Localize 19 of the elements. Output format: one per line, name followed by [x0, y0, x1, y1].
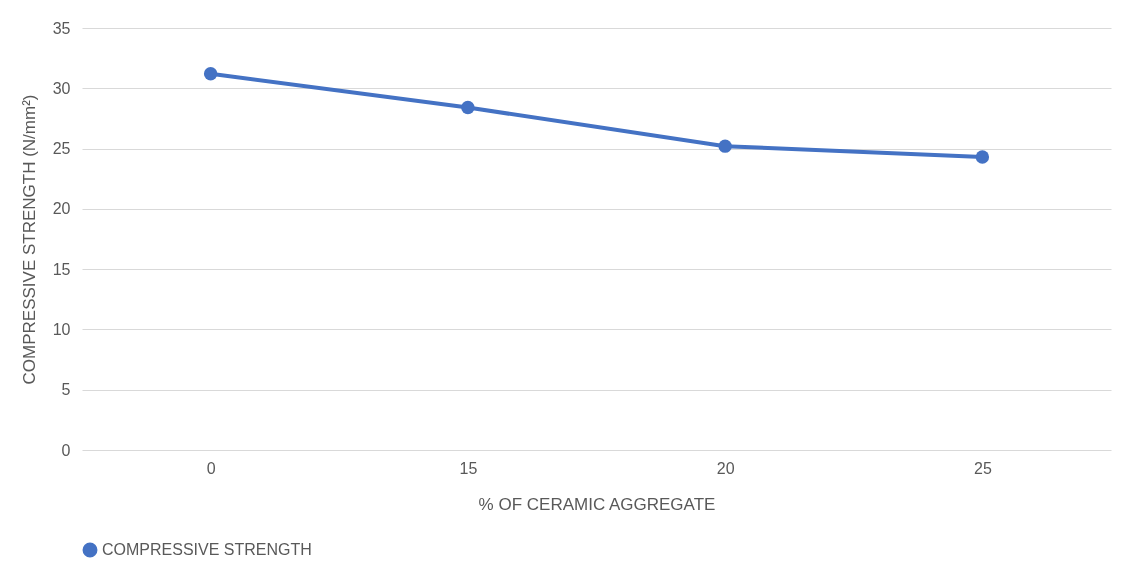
y-tick-label: 0 [61, 441, 71, 459]
y-tick-label: 10 [52, 320, 71, 338]
legend-label: COMPRESSIVE STRENGTH [102, 541, 312, 558]
y-axis-title: COMPRESSIVE STRENGTH (N/mm²) [19, 94, 39, 385]
y-tick-label: 30 [52, 79, 71, 97]
y-tick-label: 20 [52, 200, 71, 218]
x-tick-label: 0 [206, 459, 216, 477]
y-tick-label: 15 [52, 260, 71, 278]
point [203, 67, 218, 81]
point [461, 100, 475, 115]
x-tick-label: 15 [459, 459, 478, 477]
point [718, 139, 732, 153]
point [975, 150, 990, 164]
x-tick-label: 20 [716, 459, 735, 477]
y-tick-label: 25 [52, 140, 71, 158]
x-axis-title: % OF CERAMIC AGGREGATE [478, 494, 716, 514]
y-tick-label: 5 [61, 381, 71, 399]
x-tick-label: 25 [973, 459, 992, 477]
y-tick-label: 35 [52, 19, 71, 37]
